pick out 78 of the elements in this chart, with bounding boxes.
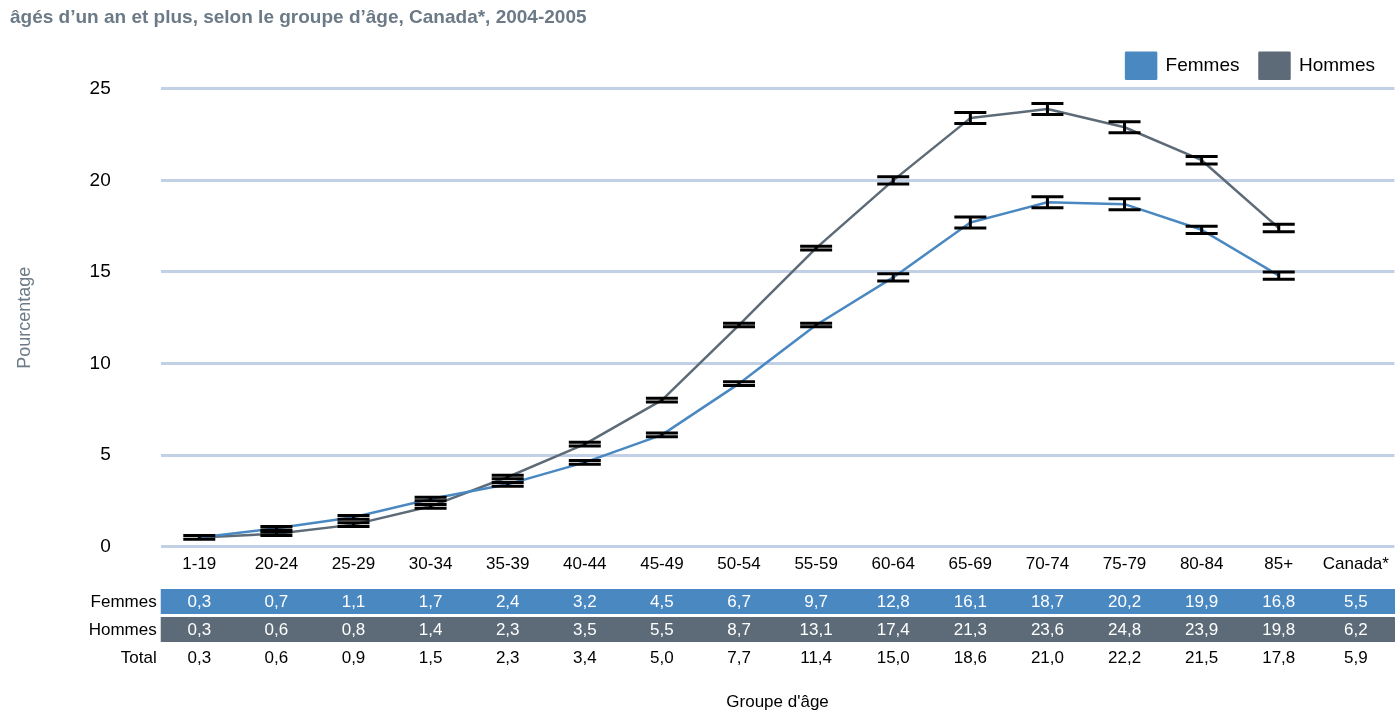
text: 2,4 [495, 591, 520, 611]
x-tick-label: 40-44 [563, 554, 607, 574]
text: 23,6 [1030, 619, 1064, 639]
text: 16,8 [1262, 591, 1296, 611]
text: 0,3 [187, 647, 212, 667]
y-tick-label: 20 [89, 168, 111, 190]
text: 9,7 [804, 591, 828, 611]
x-tick-label: 30-34 [408, 554, 453, 574]
text: 15,0 [876, 647, 910, 667]
y-tick-label: 15 [89, 260, 111, 282]
text: 0,3 [187, 619, 212, 639]
text: 12,8 [876, 591, 910, 611]
text: 22,2 [1107, 647, 1142, 667]
text: Groupe d'âge [726, 692, 829, 712]
text: 1,1 [341, 591, 366, 611]
text: 0,8 [341, 619, 366, 639]
text: 0,9 [341, 647, 366, 667]
x-tick-label: 80-84 [1179, 554, 1224, 574]
text: 5,5 [1344, 591, 1368, 611]
text: 1,7 [418, 591, 443, 611]
x-tick-label: 50-54 [717, 554, 761, 574]
text: 18,6 [953, 647, 987, 667]
text: 19,8 [1262, 619, 1296, 639]
text: 17,8 [1262, 647, 1296, 667]
x-tick-label: 55-59 [794, 554, 838, 574]
text: 23,9 [1185, 619, 1219, 639]
text: 2,3 [495, 647, 520, 667]
text: 21,5 [1185, 647, 1219, 667]
text: 7,7 [727, 647, 751, 667]
text: 0,3 [187, 591, 212, 611]
text: 5,5 [650, 619, 674, 639]
text: 8,7 [727, 619, 751, 639]
y-tick-label: 10 [89, 351, 111, 373]
text: 3,4 [572, 647, 597, 667]
x-tick-label: 75-79 [1102, 554, 1147, 574]
text: 6,2 [1344, 619, 1368, 639]
x-tick-label: 20-24 [254, 554, 299, 574]
text: 13,1 [799, 619, 833, 639]
text: 0,6 [264, 647, 289, 667]
text: 0,7 [264, 591, 289, 611]
x-tick-label: 45-49 [640, 554, 684, 574]
text: 4,5 [650, 591, 674, 611]
text: 3,5 [572, 619, 597, 639]
y-tick-label: 5 [100, 443, 111, 465]
text: 1,4 [418, 619, 443, 639]
text: 21,0 [1030, 647, 1064, 667]
text: 16,1 [953, 591, 987, 611]
chart-title: âgés d’un an et plus, selon le groupe d’âge, Canada*, 2004-2005 [10, 5, 587, 27]
text: 6,7 [727, 591, 751, 611]
x-tick-label: 25-29 [331, 554, 376, 574]
y-axis-title: Pourcentage [13, 266, 34, 369]
text: 2,3 [495, 619, 520, 639]
text: Total [120, 647, 157, 667]
text: 20,2 [1107, 591, 1142, 611]
text: 3,2 [572, 591, 597, 611]
legend-label: Femmes [1165, 54, 1240, 76]
text: 1,5 [418, 647, 443, 667]
text: 5,9 [1344, 647, 1368, 667]
text: 5,0 [650, 647, 674, 667]
text: 21,3 [953, 619, 987, 639]
x-tick-label: 70-74 [1025, 554, 1070, 574]
text: Hommes [88, 619, 157, 639]
text: 24,8 [1107, 619, 1142, 639]
legend-label: Hommes [1298, 54, 1376, 76]
y-tick-label: 0 [100, 534, 111, 556]
x-tick-label: 1-19 [182, 554, 217, 574]
text: 0,6 [264, 619, 289, 639]
text: Femmes [90, 591, 157, 611]
text: 11,4 [800, 647, 833, 667]
text: 18,7 [1030, 591, 1064, 611]
x-tick-label: 60-64 [871, 554, 915, 574]
text: 19,9 [1185, 591, 1219, 611]
text: 17,4 [876, 619, 910, 639]
x-tick-label: 65-69 [948, 554, 993, 574]
y-tick-label: 25 [89, 77, 111, 99]
x-tick-label: Canada* [1322, 554, 1390, 574]
x-tick-label: 35-39 [485, 554, 530, 574]
x-tick-label: 85+ [1264, 554, 1294, 574]
